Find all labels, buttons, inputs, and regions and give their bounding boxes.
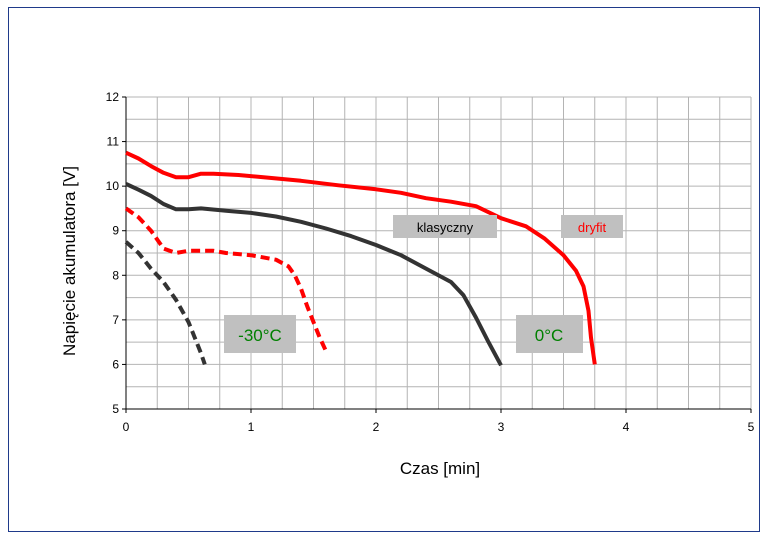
series-lines: [124, 150, 597, 367]
y-tick-label: 9: [112, 224, 119, 238]
annotation-dryfit: dryfit: [578, 220, 607, 235]
y-tick-label: 6: [112, 357, 119, 371]
annotation-klasyczny: klasyczny: [417, 220, 474, 235]
y-tick-label: 10: [106, 179, 120, 193]
annotation-0c: 0°C: [535, 326, 564, 345]
series-line-classic-0c: [125, 182, 503, 367]
chart-frame: 0 1 2 3 4 5 5 6 7 8 9 10 11 12 klasyczny dryfit -30°C…: [8, 7, 760, 532]
annotation-box-0c: [516, 315, 583, 353]
series-line-dryfit-0c: [125, 150, 597, 365]
x-tick-label: 5: [748, 420, 755, 434]
y-tick-label: 12: [106, 90, 120, 104]
annotation-box-minus30c: [224, 315, 296, 353]
annotation-minus30c: -30°C: [238, 326, 282, 345]
annotation-box-dryfit: [561, 215, 623, 238]
x-tick-label: 4: [623, 420, 630, 434]
series-line-dryfit-minus30c: [124, 206, 328, 352]
annotations: klasyczny dryfit -30°C 0°C: [224, 215, 623, 353]
x-tick-label: 0: [123, 420, 130, 434]
y-tick-label: 5: [112, 402, 119, 416]
x-tick-label: 3: [498, 420, 505, 434]
series-line-classic-minus30c: [124, 240, 207, 366]
annotation-box-klasyczny: [393, 215, 497, 238]
x-tick-label: 1: [248, 420, 255, 434]
axes: [122, 96, 752, 413]
y-tick-label: 7: [112, 313, 119, 327]
y-tick-label: 11: [107, 135, 120, 149]
y-tick-label: 8: [112, 268, 119, 282]
x-axis-label: Czas [min]: [400, 459, 480, 478]
y-axis-label: Napięcie akumulatora [V]: [60, 166, 79, 356]
x-tick-label: 2: [373, 420, 380, 434]
